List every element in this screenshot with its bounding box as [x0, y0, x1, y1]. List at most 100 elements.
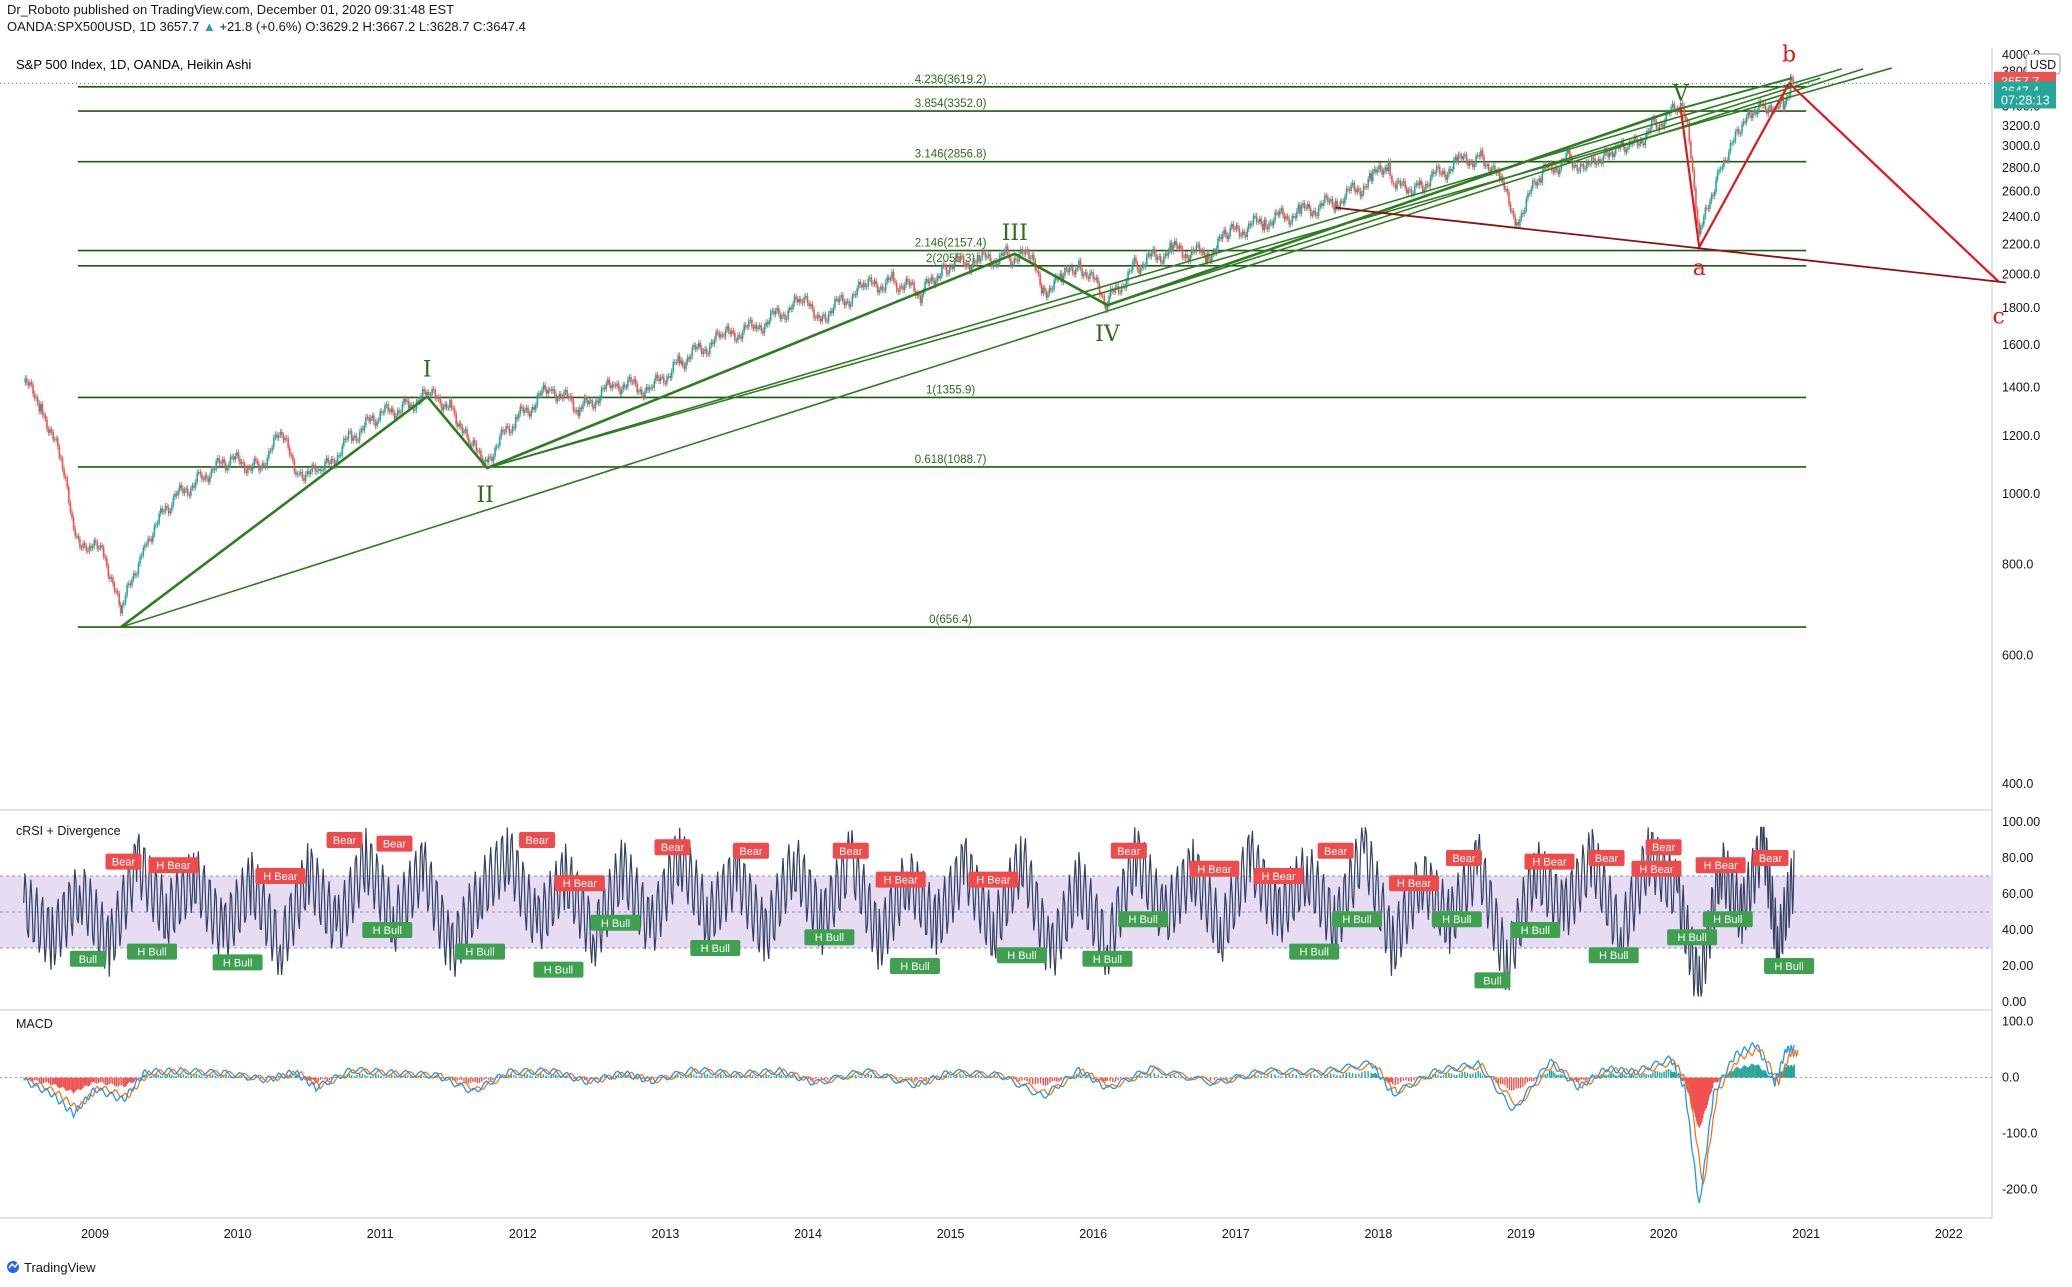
price-candle [1218, 236, 1221, 239]
price-candle [951, 266, 954, 269]
price-candle [1401, 183, 1403, 186]
price-candle [299, 471, 302, 474]
price-candle [38, 403, 41, 412]
price-candle [771, 310, 774, 312]
price-candle [1535, 181, 1537, 186]
price-candle [466, 429, 468, 438]
price-candle [131, 579, 133, 586]
price-candle [614, 385, 617, 387]
price-candle [997, 263, 999, 266]
price-candle [1353, 182, 1356, 190]
price-candle [1271, 222, 1273, 226]
price-candle [1173, 241, 1176, 245]
crsi-pane[interactable]: Bear H Bear H Bull Bull H Bull H Bear Bear Bear… [0, 826, 1992, 997]
price-candle [513, 426, 515, 429]
signal-label: H Bear [1532, 857, 1567, 869]
tradingview-logo-icon [7, 1261, 19, 1273]
time-axis-tick: 2013 [651, 1227, 679, 1241]
macd-pane[interactable] [0, 1041, 1992, 1204]
price-candle [1005, 246, 1007, 252]
price-candle [247, 467, 249, 474]
price-candle [588, 400, 590, 405]
price-candle [528, 413, 531, 417]
price-candle [99, 545, 102, 549]
price-candle [1011, 263, 1014, 266]
signal-label: H Bull [1677, 932, 1706, 944]
price-candle [1428, 185, 1430, 187]
price-candle [139, 556, 141, 564]
price-candle [732, 330, 735, 333]
price-candle [1128, 271, 1131, 273]
price-candle [806, 295, 809, 304]
price-candle [1465, 154, 1468, 162]
price-candle [74, 528, 76, 537]
currency-badge[interactable]: USD [2025, 53, 2061, 75]
price-candle [1220, 236, 1222, 240]
bull-signal-badge [1082, 950, 1133, 967]
price-candle [1660, 123, 1663, 125]
price-candle [1621, 140, 1623, 145]
price-candle [1003, 251, 1006, 256]
price-candle [701, 347, 703, 354]
price-candle [144, 544, 146, 548]
price-candle [316, 470, 318, 472]
price-axis-tick: 1600.0 [2002, 338, 2040, 352]
price-candle [1032, 254, 1035, 261]
price-candle [521, 406, 523, 409]
price-candle [75, 535, 78, 537]
price-candle [1384, 167, 1387, 171]
price-candle [511, 426, 514, 433]
price-candle [1282, 208, 1284, 216]
price-candle [1766, 109, 1768, 114]
price-candle [721, 334, 724, 336]
price-candle [792, 303, 794, 310]
price-candle [705, 348, 708, 354]
price-candle [1707, 207, 1710, 209]
price-candle [922, 290, 925, 295]
price-candle [1573, 165, 1575, 168]
price-candle [784, 314, 786, 320]
price-candle [57, 438, 59, 447]
price-candle [1701, 224, 1704, 227]
price-candle [835, 298, 838, 300]
price-candle [1457, 154, 1460, 163]
price-candle [1713, 191, 1716, 197]
price-tags: 3657.73647.407:28:13 [1994, 71, 2056, 109]
price-candle [1397, 180, 1400, 182]
price-candle [387, 404, 389, 411]
price-candle [1435, 166, 1438, 173]
price-candle [1252, 216, 1255, 224]
price-candle [782, 314, 785, 316]
price-candle [153, 525, 156, 535]
price-candle [475, 443, 478, 451]
price-candle [368, 417, 370, 422]
price-candle [147, 538, 149, 545]
time-axis-tick: 2018 [1364, 1227, 1392, 1241]
price-candle [1527, 193, 1529, 199]
tradingview-logo[interactable]: TradingView [7, 1260, 96, 1275]
price-candle [1703, 216, 1705, 225]
price-candle [1248, 223, 1250, 230]
price-pane[interactable]: 0(656.4)0.618(1088.7)1(1355.9)2(2055.3)2… [0, 42, 2006, 629]
price-candle [279, 431, 282, 436]
price-candle [309, 471, 312, 475]
price-candle [1062, 275, 1065, 283]
price-candle [514, 416, 517, 429]
bear-signal-badge [554, 875, 605, 892]
price-candle [1487, 164, 1490, 171]
price-candle [1624, 146, 1626, 153]
price-candle [1376, 169, 1379, 173]
price-candle [1769, 105, 1771, 109]
price-candle [253, 458, 256, 466]
price-candle [467, 437, 470, 443]
price-candle [808, 303, 810, 307]
bull-signal-badge [1118, 911, 1169, 928]
price-candle [91, 546, 94, 549]
fib-level-label: 4.236(3619.2) [915, 74, 987, 86]
price-candle [1370, 173, 1373, 181]
price-candle [924, 281, 926, 291]
price-candle [1345, 188, 1348, 197]
price-candle [688, 357, 690, 360]
price-candle [768, 320, 770, 325]
